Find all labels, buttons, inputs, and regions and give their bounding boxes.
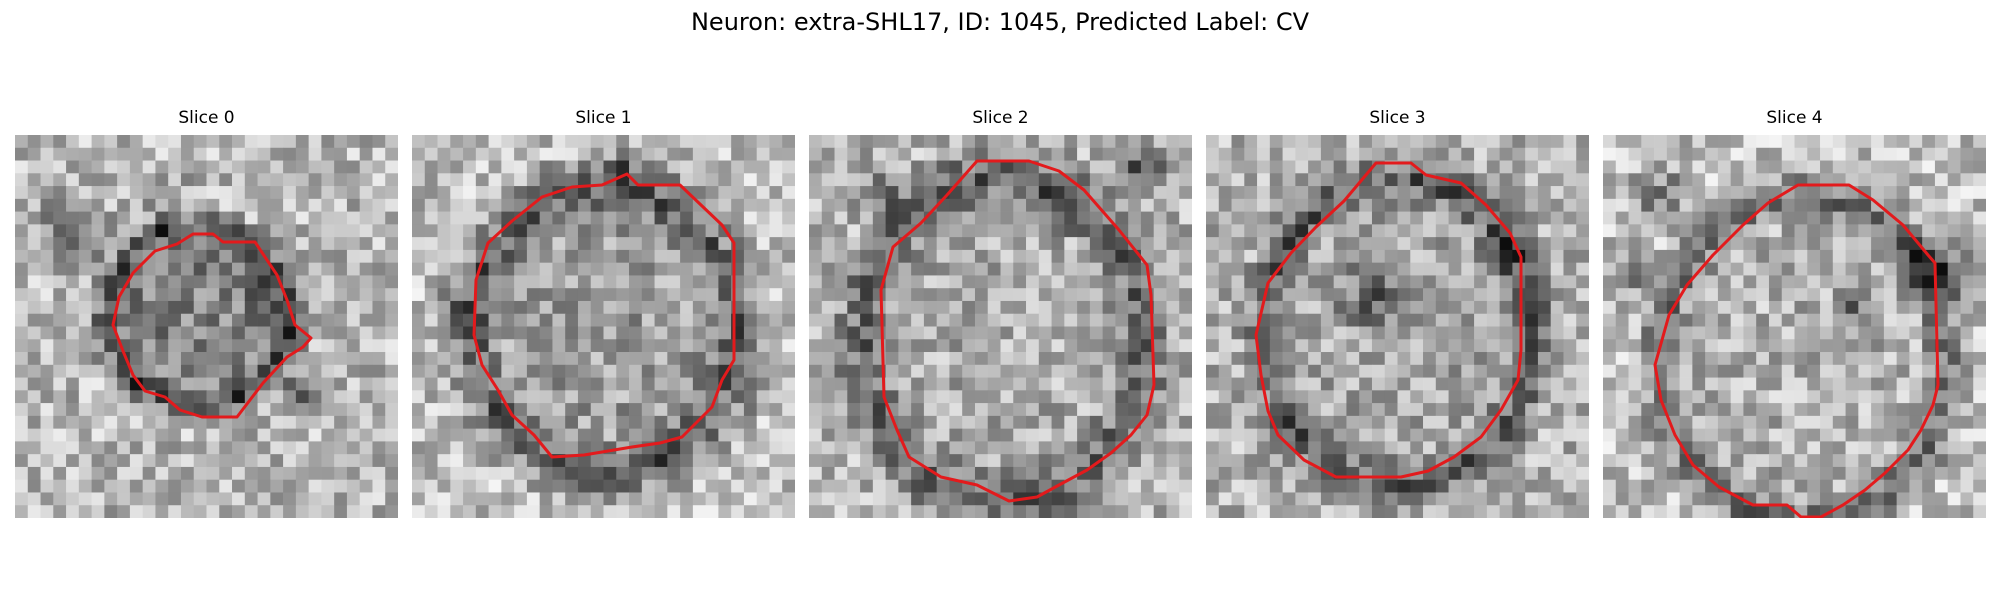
slice-panel-0: Slice 0 (15, 106, 398, 518)
slice-title: Slice 0 (15, 106, 398, 130)
slice-panel-4: Slice 4 (1603, 106, 1986, 518)
slice-image (412, 135, 795, 518)
slice-panel-3: Slice 3 (1206, 106, 1589, 518)
slice-image (1206, 135, 1589, 518)
slice-image (1603, 135, 1986, 518)
slice-title: Slice 1 (412, 106, 795, 130)
slice-title: Slice 3 (1206, 106, 1589, 130)
slice-panel-2: Slice 2 (809, 106, 1192, 518)
slice-panel-1: Slice 1 (412, 106, 795, 518)
slice-image (15, 135, 398, 518)
slice-title: Slice 4 (1603, 106, 1986, 130)
slice-title: Slice 2 (809, 106, 1192, 130)
figure-title: Neuron: extra-SHL17, ID: 1045, Predicted… (0, 6, 2000, 38)
slice-image (809, 135, 1192, 518)
